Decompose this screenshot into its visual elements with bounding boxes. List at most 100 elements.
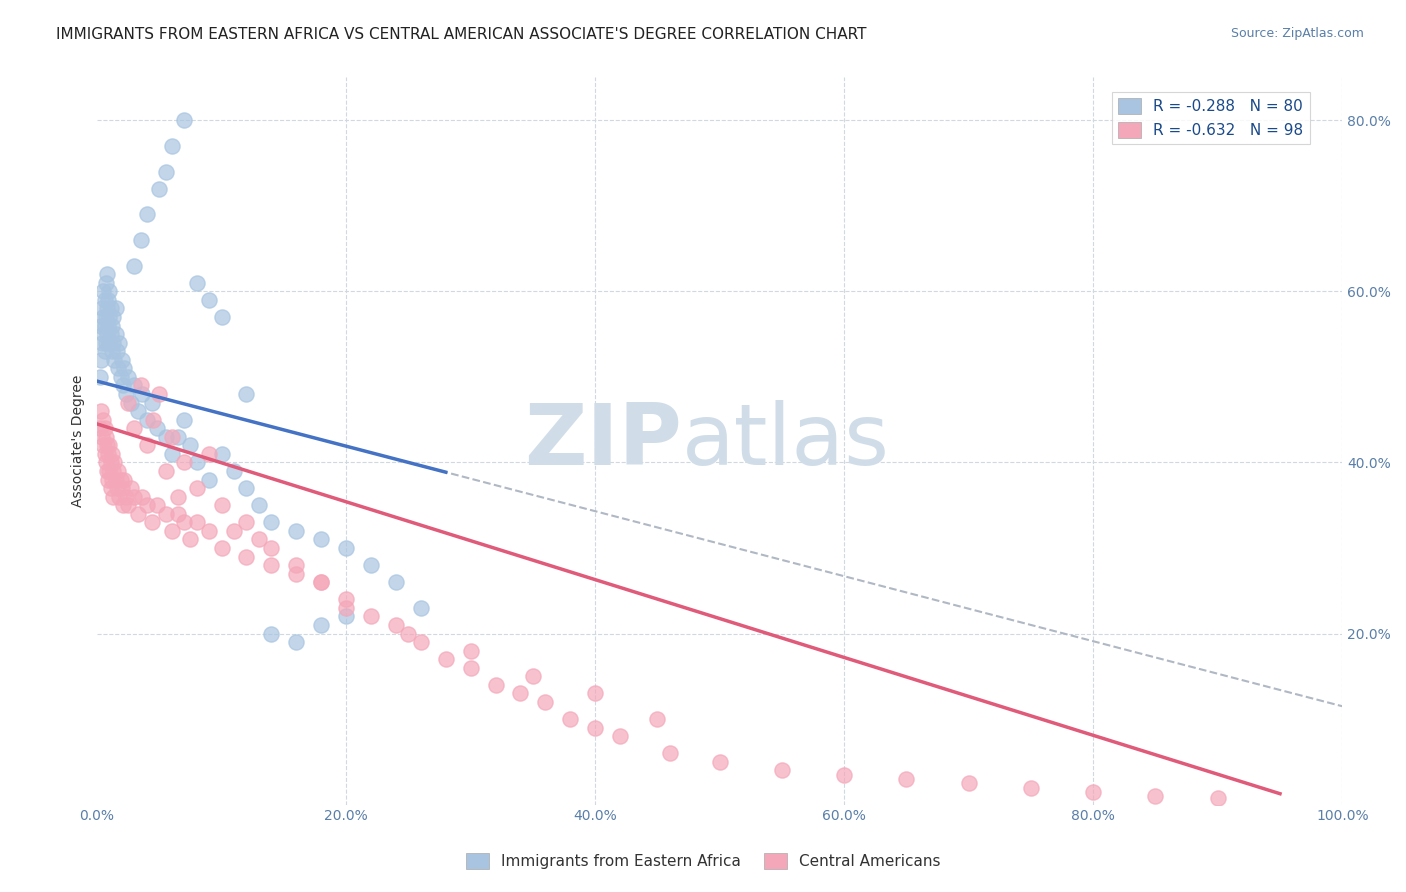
Point [141, 516, 163, 530]
Legend: R = -0.288   N = 80, R = -0.632   N = 98: R = -0.288 N = 80, R = -0.632 N = 98 [1112, 93, 1310, 145]
Point [100, 301, 122, 316]
Point [155, 507, 177, 521]
Point [93, 318, 115, 333]
Point [160, 447, 183, 461]
Point [141, 395, 163, 409]
Point [91, 310, 114, 324]
Point [385, 618, 408, 632]
Point [96, 267, 118, 281]
Point [247, 533, 270, 547]
Point [101, 447, 124, 461]
Point [385, 575, 408, 590]
Point [647, 712, 669, 726]
Point [91, 327, 114, 342]
Point [146, 421, 169, 435]
Point [105, 481, 128, 495]
Point [94, 335, 117, 350]
Point [129, 378, 152, 392]
Point [94, 430, 117, 444]
Text: Source: ZipAtlas.com: Source: ZipAtlas.com [1230, 27, 1364, 40]
Point [896, 772, 918, 786]
Point [135, 412, 157, 426]
Point [120, 395, 142, 409]
Point [117, 498, 139, 512]
Point [832, 767, 855, 781]
Point [484, 678, 506, 692]
Point [360, 609, 382, 624]
Point [101, 473, 124, 487]
Point [160, 524, 183, 538]
Point [148, 387, 170, 401]
Point [173, 412, 195, 426]
Point [155, 164, 177, 178]
Point [124, 421, 146, 435]
Point [460, 643, 482, 657]
Point [91, 412, 114, 426]
Point [98, 285, 121, 299]
Point [360, 558, 382, 572]
Point [114, 387, 136, 401]
Point [260, 626, 283, 640]
Point [1019, 780, 1042, 795]
Point [96, 301, 118, 316]
Point [91, 438, 114, 452]
Point [103, 490, 125, 504]
Point [103, 464, 125, 478]
Point [97, 318, 120, 333]
Point [285, 558, 308, 572]
Point [309, 575, 332, 590]
Point [89, 421, 111, 435]
Point [155, 430, 177, 444]
Point [105, 344, 128, 359]
Point [1083, 785, 1105, 799]
Point [222, 524, 245, 538]
Point [160, 139, 183, 153]
Point [1144, 789, 1167, 803]
Point [285, 524, 308, 538]
Point [160, 430, 183, 444]
Point [96, 438, 118, 452]
Point [90, 318, 112, 333]
Point [114, 473, 136, 487]
Point [409, 635, 432, 649]
Point [583, 686, 606, 700]
Point [127, 404, 149, 418]
Text: ZIP: ZIP [524, 400, 682, 483]
Point [235, 387, 257, 401]
Point [770, 764, 793, 778]
Text: IMMIGRANTS FROM EASTERN AFRICA VS CENTRAL AMERICAN ASSOCIATE'S DEGREE CORRELATIO: IMMIGRANTS FROM EASTERN AFRICA VS CENTRA… [56, 27, 866, 42]
Point [111, 481, 134, 495]
Point [198, 473, 221, 487]
Point [222, 464, 245, 478]
Point [309, 533, 332, 547]
Point [260, 516, 283, 530]
Point [560, 712, 582, 726]
Point [335, 600, 357, 615]
Point [135, 207, 157, 221]
Point [91, 301, 114, 316]
Point [108, 490, 131, 504]
Point [103, 310, 125, 324]
Point [167, 490, 190, 504]
Point [609, 729, 631, 743]
Point [173, 113, 195, 128]
Point [104, 327, 127, 342]
Point [198, 293, 221, 307]
Point [94, 276, 117, 290]
Point [409, 600, 432, 615]
Point [957, 776, 980, 790]
Point [335, 541, 357, 555]
Point [142, 412, 165, 426]
Point [107, 464, 129, 478]
Point [97, 447, 120, 461]
Point [98, 438, 121, 452]
Point [260, 558, 283, 572]
Point [309, 575, 332, 590]
Point [124, 259, 146, 273]
Point [658, 746, 681, 760]
Point [100, 455, 122, 469]
Point [94, 455, 117, 469]
Point [173, 455, 195, 469]
Point [285, 635, 308, 649]
Point [186, 481, 208, 495]
